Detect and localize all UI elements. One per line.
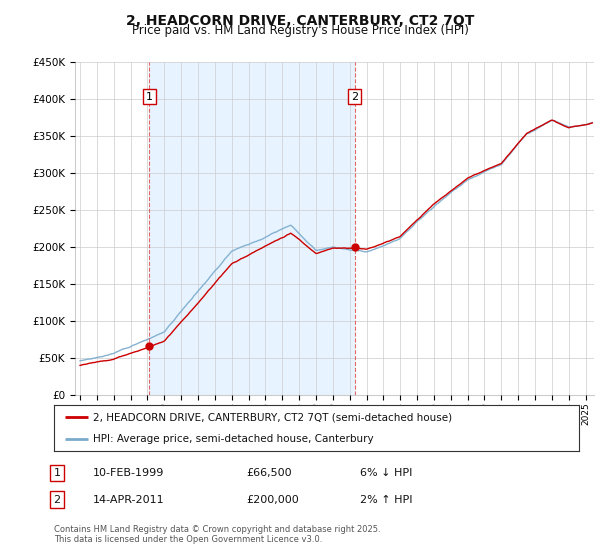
- Text: 2: 2: [53, 494, 61, 505]
- Text: HPI: Average price, semi-detached house, Canterbury: HPI: Average price, semi-detached house,…: [94, 435, 374, 444]
- Text: 14-APR-2011: 14-APR-2011: [93, 494, 164, 505]
- Text: 2, HEADCORN DRIVE, CANTERBURY, CT2 7QT: 2, HEADCORN DRIVE, CANTERBURY, CT2 7QT: [126, 14, 474, 28]
- Text: 2, HEADCORN DRIVE, CANTERBURY, CT2 7QT (semi-detached house): 2, HEADCORN DRIVE, CANTERBURY, CT2 7QT (…: [94, 412, 452, 422]
- Text: £66,500: £66,500: [246, 468, 292, 478]
- Text: 10-FEB-1999: 10-FEB-1999: [93, 468, 164, 478]
- Bar: [149, 62, 355, 395]
- Text: Contains HM Land Registry data © Crown copyright and database right 2025.: Contains HM Land Registry data © Crown c…: [54, 525, 380, 534]
- Text: This data is licensed under the Open Government Licence v3.0.: This data is licensed under the Open Gov…: [54, 535, 322, 544]
- Text: 1: 1: [146, 92, 153, 101]
- Text: 6% ↓ HPI: 6% ↓ HPI: [360, 468, 412, 478]
- Text: £200,000: £200,000: [246, 494, 299, 505]
- Text: Price paid vs. HM Land Registry's House Price Index (HPI): Price paid vs. HM Land Registry's House …: [131, 24, 469, 37]
- Text: 1: 1: [53, 468, 61, 478]
- Text: 2% ↑ HPI: 2% ↑ HPI: [360, 494, 413, 505]
- Text: 2: 2: [351, 92, 358, 101]
